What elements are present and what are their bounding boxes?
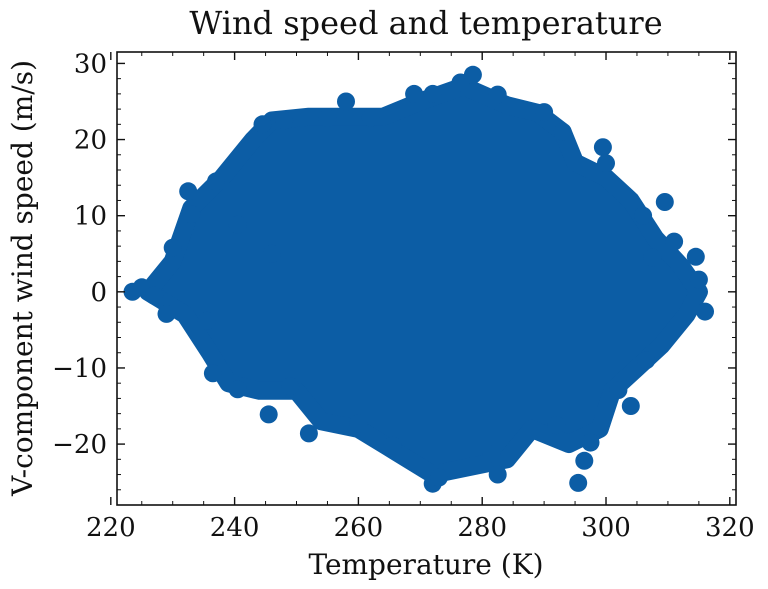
data-point	[383, 436, 402, 455]
x-tick-label: 300	[581, 513, 631, 543]
x-tick-label: 320	[705, 513, 755, 543]
plot-frame	[116, 51, 737, 506]
data-point	[581, 433, 600, 452]
data-point	[163, 238, 182, 257]
x-axis-label: Temperature (K)	[308, 548, 543, 581]
data-point	[197, 311, 216, 330]
y-axis-ticks: −20 −10 0 10 20 30	[52, 49, 736, 506]
data-point	[609, 381, 628, 399]
data-points	[123, 65, 714, 493]
data-point	[643, 248, 662, 267]
data-point	[535, 103, 554, 122]
y-tick-label: 20	[74, 126, 107, 156]
data-point	[145, 286, 164, 305]
data-point	[463, 65, 482, 84]
data-point	[349, 414, 368, 433]
x-tick-label: 220	[86, 513, 136, 543]
data-point	[569, 473, 588, 492]
data-point	[575, 451, 594, 470]
x-tick-label: 280	[457, 513, 507, 543]
data-point	[299, 424, 318, 443]
data-point	[429, 468, 448, 487]
data-point	[318, 109, 337, 128]
data-point	[547, 416, 566, 435]
y-tick-label: 30	[74, 49, 107, 79]
data-point	[228, 215, 247, 234]
data-point	[157, 304, 176, 323]
data-point	[689, 270, 708, 289]
data-point	[207, 172, 225, 191]
x-tick-label: 260	[334, 513, 384, 543]
data-point	[405, 84, 424, 103]
y-tick-label: −10	[52, 354, 107, 384]
data-point	[696, 302, 714, 321]
data-point	[182, 205, 201, 224]
data-point	[253, 115, 272, 134]
data-point	[655, 193, 674, 211]
data-point	[203, 364, 222, 383]
y-axis-label: V-component wind speed (m/s)	[6, 60, 39, 497]
data-point	[423, 84, 442, 103]
chart-title: Wind speed and temperature	[189, 4, 662, 42]
data-point	[262, 244, 281, 263]
y-tick-label: −20	[52, 430, 107, 460]
data-point	[621, 397, 640, 415]
data-point	[665, 232, 684, 251]
data-point	[179, 182, 198, 201]
data-point	[488, 85, 507, 104]
x-axis-ticks: 220 240 260 280 300 320	[86, 52, 755, 543]
data-point	[228, 380, 247, 399]
data-point	[488, 465, 507, 484]
data-point	[634, 206, 653, 225]
data-point	[597, 154, 615, 173]
data-point	[637, 351, 656, 370]
data-point	[275, 111, 294, 130]
y-tick-label: 0	[90, 278, 107, 308]
point-cloud-body	[138, 77, 708, 484]
y-tick-label: 10	[74, 202, 107, 232]
data-point	[281, 377, 300, 396]
point-cloud	[138, 77, 708, 484]
data-point	[337, 92, 355, 111]
data-point	[593, 138, 612, 157]
data-point	[686, 247, 705, 266]
x-tick-label: 240	[210, 513, 260, 543]
data-point	[361, 108, 380, 127]
data-point	[553, 122, 572, 141]
data-point	[259, 405, 278, 424]
data-point	[482, 445, 501, 463]
